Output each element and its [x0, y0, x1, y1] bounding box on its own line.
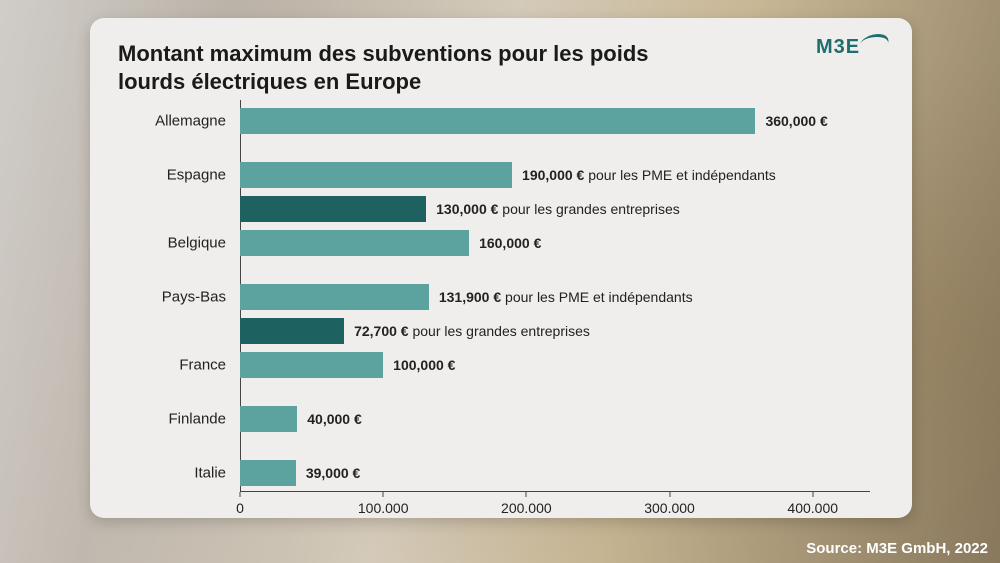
bar-value-label: 72,700 € pour les grandes entreprises: [354, 323, 590, 339]
bar-row: Finlande40,000 €: [240, 404, 870, 434]
bar: [240, 352, 383, 378]
bar-row: 72,700 € pour les grandes entreprises: [240, 316, 870, 346]
chart-plot-area: Allemagne360,000 € Espagne190,000 € pour …: [240, 100, 870, 492]
bar-value-label: 160,000 €: [479, 235, 541, 251]
bar-value-label: 40,000 €: [307, 411, 362, 427]
chart-card: Montant maximum des subventions pour les…: [90, 18, 912, 518]
x-tick-mark: [669, 492, 670, 497]
x-tick-label: 400.000: [787, 500, 838, 516]
bar-row: Espagne190,000 € pour les PME et indépen…: [240, 160, 870, 190]
bar-value-label: 360,000 €: [765, 113, 827, 129]
category-label: Italie: [194, 465, 226, 482]
bar: [240, 230, 469, 256]
group-gap: [240, 438, 870, 458]
x-tick-label: 300.000: [644, 500, 695, 516]
x-tick-label: 0: [236, 500, 244, 516]
bar-row: Belgique160,000 €: [240, 228, 870, 258]
bar: [240, 108, 755, 134]
bar-row: Italie39,000 €: [240, 458, 870, 488]
brand-logo: M3E: [816, 36, 888, 66]
group-gap: [240, 262, 870, 282]
bar-value-label: 190,000 € pour les PME et indépendants: [522, 167, 776, 183]
category-label: Espagne: [167, 167, 226, 184]
bar-row: 130,000 € pour les grandes entreprises: [240, 194, 870, 224]
group-gap: [240, 384, 870, 404]
bar-row: Allemagne360,000 €: [240, 106, 870, 136]
bar: [240, 196, 426, 222]
bar-row: Pays-Bas131,900 € pour les PME et indépe…: [240, 282, 870, 312]
bar: [240, 162, 512, 188]
category-label: Belgique: [168, 235, 226, 252]
bar-row: France100,000 €: [240, 350, 870, 380]
source-attribution: Source: M3E GmbH, 2022: [806, 540, 988, 557]
bar-value-label: 130,000 € pour les grandes entreprises: [436, 201, 680, 217]
bar: [240, 406, 297, 432]
chart-title: Montant maximum des subventions pour les…: [118, 40, 718, 95]
x-tick-mark: [383, 492, 384, 497]
category-label: Finlande: [168, 411, 226, 428]
x-tick-mark: [812, 492, 813, 497]
x-tick-label: 200.000: [501, 500, 552, 516]
bar: [240, 318, 344, 344]
bar: [240, 460, 296, 486]
x-tick-mark: [240, 492, 241, 497]
x-tick-label: 100.000: [358, 500, 409, 516]
x-tick-mark: [526, 492, 527, 497]
bar: [240, 284, 429, 310]
bars-container: Allemagne360,000 € Espagne190,000 € pour …: [240, 106, 870, 492]
bar-value-label: 39,000 €: [306, 465, 361, 481]
category-label: Allemagne: [155, 113, 226, 130]
group-gap: [240, 140, 870, 160]
category-label: Pays-Bas: [162, 289, 226, 306]
bar-value-label: 100,000 €: [393, 357, 455, 373]
category-label: France: [179, 357, 226, 374]
bar-value-label: 131,900 € pour les PME et indépendants: [439, 289, 693, 305]
